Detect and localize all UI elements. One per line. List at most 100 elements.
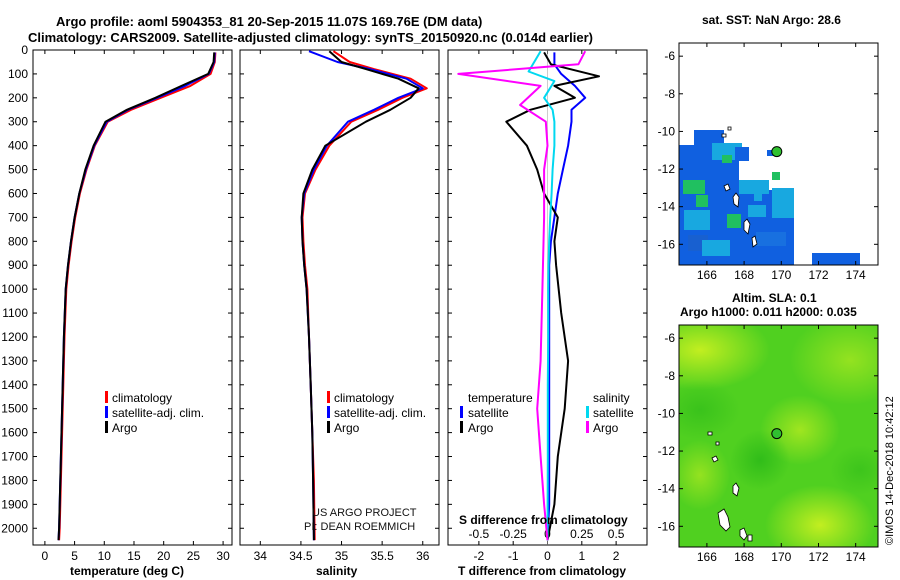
depth-tick-label: 100 <box>8 67 28 81</box>
legend-sal-argo: Argo <box>593 421 619 435</box>
temperature-panel: 0100200300400500600700800900100011001200… <box>1 43 647 578</box>
temperature-depth-ticks: 0 100 200 300 400 500 600 700 800 900 1000 1100 1200… <box>1 43 647 535</box>
legend-swatch-temp-argo <box>460 421 463 433</box>
sst-map-panel: sat. SST: NaN Argo: 28.6 <box>658 13 879 282</box>
series-line-climatology <box>58 52 217 541</box>
depth-tick-label: 400 <box>8 139 28 153</box>
x-tick-label: 5 <box>71 549 78 563</box>
temperature-x-ticks: 0 5 10 15 20 25 30 <box>42 50 230 563</box>
depth-tick-label: 1700 <box>1 450 28 464</box>
legend-satellite-adj: satellite-adj. clim. <box>334 406 426 420</box>
s-diff-tick-label: 0.5 <box>608 527 625 541</box>
depth-tick-label: 900 <box>8 258 28 272</box>
temperature-plot-frame <box>32 49 233 546</box>
salinity-difference-label: S difference from climatology <box>459 513 628 527</box>
legend-swatch-climatology <box>327 391 330 403</box>
x-tick-label: 36 <box>416 549 430 563</box>
legend-temp-satellite: satellite <box>468 406 509 420</box>
legend-swatch-satellite <box>105 406 108 418</box>
sla-map-panel: Altim. SLA: 0.1 Argo h1000: 0.011 h2000:… <box>658 291 879 564</box>
depth-tick-label: 1000 <box>1 282 28 296</box>
credit-project: US ARGO PROJECT <box>312 507 417 519</box>
map-y-tick-label: -8 <box>664 87 675 101</box>
x-tick-label: 34 <box>254 549 268 563</box>
series-line-satellite-adj-clim- <box>57 52 216 541</box>
s-diff-tick-label: -0.25 <box>500 527 528 541</box>
figure-title-line2: Climatology: CARS2009. Satellite-adjuste… <box>28 30 593 45</box>
series-line-salinity-satellite <box>527 50 556 541</box>
map-y-tick-label: -8 <box>664 369 675 383</box>
map-y-tick-label: -12 <box>658 162 676 176</box>
legend-swatch-climatology <box>105 391 108 403</box>
x-tick-label: 0 <box>544 549 551 563</box>
map-x-tick-label: 166 <box>697 268 717 282</box>
sla-argo-float-marker <box>771 428 783 440</box>
salinity-plot-frame <box>239 49 440 546</box>
depth-tick-label: 1300 <box>1 354 28 368</box>
depth-tick-label: 300 <box>8 115 28 129</box>
x-tick-label: 0 <box>42 549 49 563</box>
x-tick-label: 2 <box>613 549 620 563</box>
depth-tick-label: 1800 <box>1 473 28 487</box>
sla-map-title-line2: Argo h1000: 0.011 h2000: 0.035 <box>680 305 857 319</box>
legend-swatch-argo <box>327 421 330 433</box>
depth-tick-label: 1500 <box>1 402 28 416</box>
map-x-tick-label: 170 <box>771 550 791 564</box>
legend-temp-argo: Argo <box>468 421 494 435</box>
s-diff-tick-label: -0.5 <box>469 527 490 541</box>
watermark: ©IMOS 14-Dec-2018 10:42:12 <box>884 396 896 545</box>
legend-swatch-satellite <box>327 406 330 418</box>
map-y-tick-label: -12 <box>658 444 676 458</box>
salinity-panel: 34 34.5 35 35.5 36 salinity climatology sate… <box>239 49 440 578</box>
depth-tick-label: 1200 <box>1 330 28 344</box>
legend-satellite-adj: satellite-adj. clim. <box>112 406 204 420</box>
credit-pi: PI: DEAN ROEMMICH <box>304 521 415 533</box>
map-x-tick-label: 168 <box>734 550 754 564</box>
depth-tick-label: 600 <box>8 186 28 200</box>
salinity-series <box>300 50 428 541</box>
x-tick-label: 20 <box>157 549 171 563</box>
x-tick-label: -1 <box>508 549 519 563</box>
sst-map-frame <box>678 42 879 266</box>
legend-swatch-temp-satellite <box>460 406 463 418</box>
sst-map-ticks: 166 168 170 172 174 -6 -8 -10 -12 -14 -16 <box>658 43 878 282</box>
series-line-salinity-argo <box>457 50 587 541</box>
x-tick-label: 34.5 <box>289 549 313 563</box>
map-x-tick-label: 170 <box>771 268 791 282</box>
map-x-tick-label: 166 <box>697 550 717 564</box>
depth-tick-label: 1400 <box>1 378 28 392</box>
s-diff-tick-label: 0.25 <box>570 527 594 541</box>
series-line-argo <box>57 52 216 541</box>
salinity-legend: climatology satellite-adj. clim. Argo <box>327 391 426 435</box>
map-x-tick-label: 168 <box>734 268 754 282</box>
map-y-tick-label: -10 <box>658 124 676 138</box>
map-x-tick-label: 172 <box>808 268 828 282</box>
difference-panel: -2 -1 0 1 2-0.5 -0.25 0 0.25 0.5 T difference fr… <box>447 49 648 578</box>
sst-map-title: sat. SST: NaN Argo: 28.6 <box>702 13 841 27</box>
map-y-tick-label: -6 <box>664 331 675 345</box>
depth-tick-label: 1900 <box>1 497 28 511</box>
sla-map-field <box>679 325 878 547</box>
legend-swatch-sal-argo <box>586 421 589 433</box>
x-tick-label: 1 <box>578 549 585 563</box>
map-y-tick-label: -14 <box>658 200 676 214</box>
series-line-temperature-satellite <box>546 52 587 541</box>
map-y-tick-label: -16 <box>658 519 676 533</box>
map-y-tick-label: -16 <box>658 237 676 251</box>
figure-title-line1: Argo profile: aoml 5904353_81 20-Sep-201… <box>56 14 482 29</box>
series-line-temperature-argo <box>505 51 600 541</box>
depth-tick-label: 800 <box>8 234 28 248</box>
map-x-tick-label: 172 <box>808 550 828 564</box>
depth-tick-label: 1100 <box>2 306 28 320</box>
x-tick-label: 30 <box>216 549 230 563</box>
depth-tick-label: 200 <box>8 91 28 105</box>
salinity-axis-label: salinity <box>316 564 358 578</box>
legend-climatology: climatology <box>334 391 394 405</box>
temperature-axis-label: temperature (deg C) <box>70 564 184 578</box>
legend-climatology: climatology <box>112 391 172 405</box>
legend-swatch-sal-satellite <box>586 406 589 418</box>
series-line-climatology <box>301 50 428 541</box>
map-x-tick-label: 174 <box>846 550 866 564</box>
x-tick-label: 35.5 <box>370 549 394 563</box>
